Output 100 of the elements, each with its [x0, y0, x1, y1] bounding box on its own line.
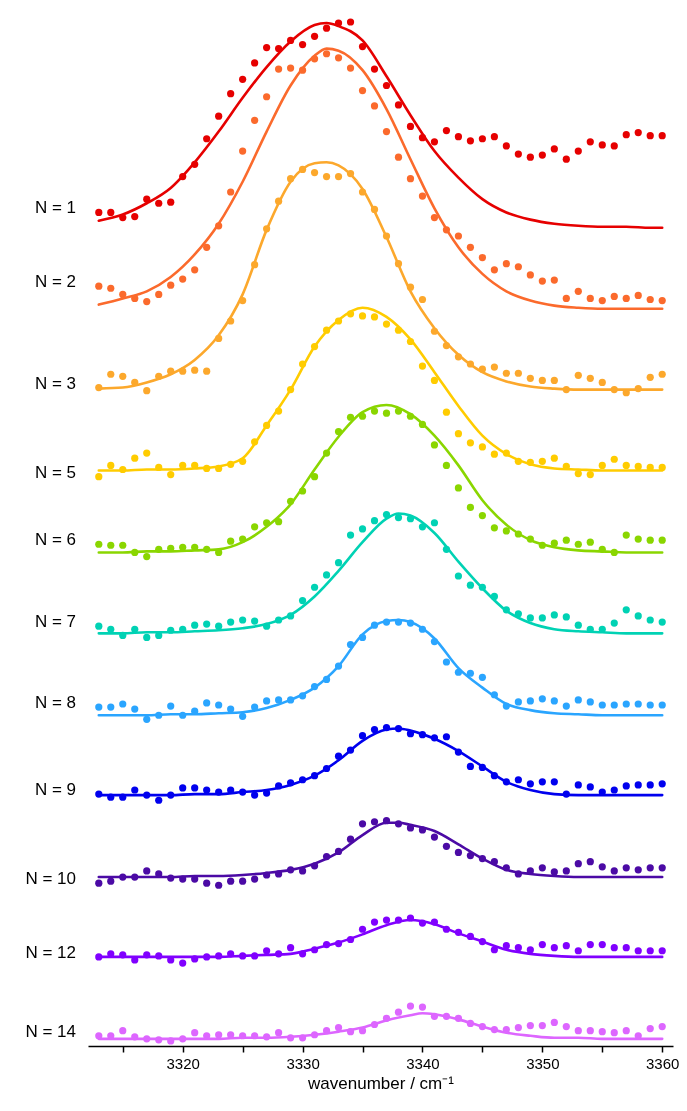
- point: [430, 637, 439, 646]
- point: [346, 746, 355, 754]
- point: [610, 455, 618, 463]
- point: [574, 860, 582, 868]
- point: [586, 538, 594, 546]
- point: [430, 734, 439, 742]
- point: [358, 87, 367, 95]
- point: [442, 461, 451, 469]
- point: [502, 702, 510, 710]
- point: [538, 541, 546, 549]
- point: [310, 343, 319, 351]
- point: [430, 213, 439, 222]
- point: [574, 696, 582, 704]
- point: [179, 461, 187, 469]
- point: [622, 461, 630, 469]
- point: [658, 780, 666, 788]
- point: [646, 781, 654, 789]
- point: [346, 64, 355, 72]
- point: [227, 1031, 235, 1039]
- point: [586, 1027, 594, 1035]
- point: [179, 173, 187, 181]
- point: [634, 291, 642, 300]
- point: [227, 950, 235, 958]
- point: [310, 1031, 319, 1039]
- point: [191, 621, 199, 629]
- point: [514, 870, 522, 878]
- point: [263, 871, 271, 879]
- point: [322, 326, 331, 334]
- point: [227, 537, 235, 545]
- point: [358, 1027, 367, 1035]
- point: [646, 373, 654, 381]
- point: [406, 515, 415, 523]
- point: [143, 715, 151, 723]
- point: [358, 525, 367, 533]
- point: [442, 226, 451, 234]
- point: [478, 135, 486, 143]
- series-label: N = 6: [34, 530, 76, 550]
- point: [502, 142, 510, 150]
- point: [598, 863, 606, 871]
- point: [107, 284, 115, 292]
- point: [634, 947, 642, 955]
- point: [610, 386, 618, 394]
- point: [263, 947, 271, 955]
- point: [95, 703, 103, 711]
- point: [322, 173, 331, 181]
- point: [490, 266, 498, 274]
- point: [119, 951, 127, 959]
- point: [95, 879, 103, 887]
- point: [95, 383, 103, 392]
- point: [298, 867, 307, 875]
- point: [131, 705, 139, 713]
- point: [634, 866, 642, 874]
- point: [275, 782, 283, 790]
- point: [251, 523, 259, 531]
- point: [346, 169, 355, 178]
- point: [430, 441, 439, 449]
- point: [275, 45, 283, 53]
- point: [598, 461, 606, 469]
- point: [622, 531, 630, 539]
- point: [598, 141, 606, 149]
- point: [538, 151, 546, 159]
- point: [526, 374, 534, 382]
- point: [179, 367, 187, 375]
- point: [538, 695, 546, 703]
- point: [478, 1022, 486, 1031]
- point: [598, 378, 606, 387]
- point: [586, 941, 594, 949]
- point: [239, 535, 247, 543]
- point: [179, 1035, 187, 1043]
- point: [286, 1034, 295, 1042]
- point: [586, 374, 594, 382]
- point: [275, 950, 283, 958]
- point: [119, 873, 127, 881]
- point: [622, 782, 630, 790]
- point: [382, 127, 391, 136]
- point: [298, 776, 307, 784]
- point: [550, 145, 558, 153]
- point: [658, 370, 666, 378]
- point: [418, 826, 427, 834]
- point: [95, 208, 103, 217]
- point: [550, 611, 558, 619]
- point: [143, 449, 151, 457]
- point: [394, 153, 403, 161]
- point: [658, 701, 666, 709]
- point: [514, 369, 522, 377]
- point: [610, 701, 618, 709]
- point: [298, 66, 307, 74]
- point: [310, 583, 319, 591]
- point: [107, 625, 115, 633]
- point: [119, 541, 127, 549]
- point: [334, 19, 343, 27]
- point: [466, 1019, 475, 1028]
- point: [346, 1028, 355, 1036]
- point: [658, 947, 666, 955]
- point: [310, 32, 319, 40]
- point: [562, 867, 570, 875]
- point: [478, 763, 486, 772]
- point: [286, 944, 295, 952]
- point: [251, 952, 259, 960]
- point: [310, 772, 319, 780]
